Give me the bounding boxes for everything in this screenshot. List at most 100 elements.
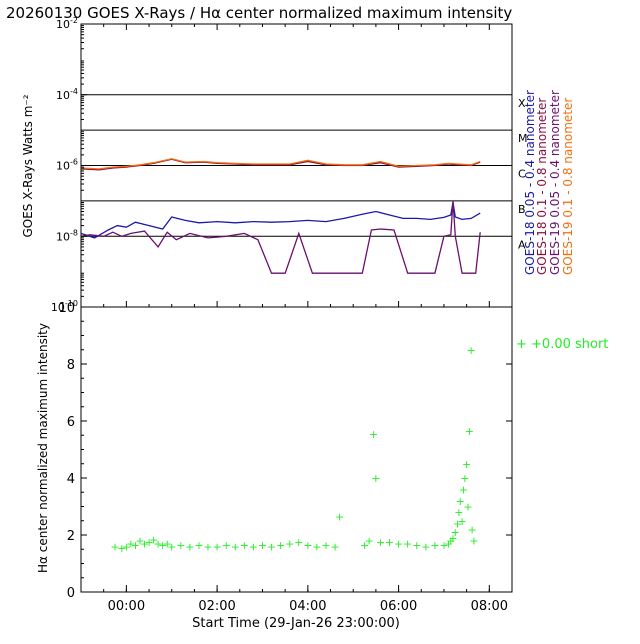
halpha-y-tick-label: 4 [67,472,75,487]
halpha-point: + [394,538,403,551]
halpha-point: + [158,539,167,552]
halpha-x-tick-label: 02:00 [198,599,235,614]
halpha-point: + [446,535,455,548]
halpha-point: + [454,506,463,519]
xray-series-line-4 [80,158,481,170]
halpha-point: + [430,539,439,552]
halpha-point: + [203,540,212,553]
halpha-point: + [117,542,126,555]
halpha-point: + [463,501,472,514]
halpha-y-tick-label: 6 [67,415,75,430]
halpha-point: + [456,495,465,508]
halpha-point: + [131,539,140,552]
xray-y-tick-label: 10-4 [56,87,78,102]
halpha-point: + [451,526,460,539]
halpha-x-tick-label: 00:00 [108,599,145,614]
halpha-y-label: Hα center normalized maximum intensity [36,323,50,573]
halpha-point: + [330,540,339,553]
xray-class-lines [81,94,512,237]
halpha-point: + [167,540,176,553]
halpha-point: + [460,472,469,485]
xray-y-label: GOES X-Rays Watts m⁻² [21,94,35,237]
class-label-b: B [518,203,526,216]
halpha-point: + [385,536,394,549]
halpha-point: + [467,344,476,357]
halpha-point: + [312,540,321,553]
xray-class-labels: A B C M X [518,97,528,252]
halpha-point: + [360,539,369,552]
halpha-y-axis: 0 2 4 6 8 10 [58,301,512,601]
halpha-point: + [448,532,457,545]
halpha-point: + [110,540,119,553]
halpha-point: + [240,539,249,552]
halpha-point: + [459,483,468,496]
halpha-x-tick-label: 06:00 [380,599,417,614]
halpha-point: + [439,539,448,552]
halpha-point: + [140,538,149,551]
halpha-point: + [462,458,471,471]
chart-title: 20260130 GOES X-Rays / Hα center normali… [6,4,512,22]
halpha-point: + [194,539,203,552]
halpha-point: + [222,539,231,552]
halpha-point: + [364,535,373,548]
halpha-point: + [294,536,303,549]
class-label-m: M [518,132,528,145]
class-label-a: A [518,238,526,251]
halpha-point: + [163,538,172,551]
halpha-x-axis: 00:00 02:00 04:00 06:00 08:00 [80,585,513,614]
xray-series-line-3 [80,200,481,274]
halpha-point: + [285,538,294,551]
xray-legend-entry-1: GOES-18 0.05 - 0.4 nanometer [523,90,537,275]
xray-y-tick-label: 10-8 [56,228,78,243]
halpha-point: + [212,540,221,553]
xray-series-line-2 [80,158,481,171]
halpha-point: + [267,540,276,553]
halpha-point: + [335,510,344,523]
halpha-y-tick-label: 8 [67,358,75,373]
xray-series-line-1 [80,202,481,239]
xray-y-axis: 10-10 10-8 10-6 10-4 10-2 [51,16,513,314]
halpha-point: + [149,533,158,546]
xray-y-tick-label: 10-10 [51,299,78,314]
class-label-c: C [518,168,526,181]
halpha-point: + [176,539,185,552]
halpha-y-tick-label: 0 [67,586,75,601]
halpha-point: + [369,428,378,441]
halpha-point: + [249,540,258,553]
halpha-point: + [144,536,153,549]
halpha-x-label: Start Time (29-Jan-26 23:00:00) [192,616,400,631]
halpha-x-tick-label: 08:00 [471,599,508,614]
xray-y-tick-label: 10-2 [56,16,78,31]
xray-legend-entry-3: GOES-19 0.05 - 0.4 nanometer [548,90,562,275]
halpha-y-tick-label: 10 [58,301,75,316]
halpha-point: + [376,536,385,549]
halpha-point: + [185,540,194,553]
xray-series-group [80,158,481,274]
halpha-point: + [276,539,285,552]
halpha-point: + [303,539,312,552]
halpha-point: + [444,538,453,551]
class-label-x: X [518,97,526,110]
halpha-point: + [258,539,267,552]
halpha-y-tick-label: 2 [67,529,75,544]
xray-y-tick-label: 10-6 [56,158,78,173]
xray-legend-entry-4: GOES-19 0.1 - 0.8 nanometer [561,98,575,275]
xray-legend-entry-2: GOES-18 0.1 - 0.8 nanometer [535,98,549,275]
halpha-point: + [403,538,412,551]
halpha-legend: + +0.00 short [516,337,608,352]
halpha-point: + [453,518,462,531]
halpha-point: + [231,540,240,553]
halpha-point: + [457,515,466,528]
halpha-point: + [135,535,144,548]
halpha-point: + [321,539,330,552]
halpha-point: + [122,540,131,553]
halpha-point: + [467,523,476,536]
halpha-point: + [465,425,474,438]
halpha-legend-entry: + +0.00 short [516,337,608,352]
halpha-point: + [154,538,163,551]
halpha-point: + [126,538,135,551]
halpha-point: + [371,472,380,485]
